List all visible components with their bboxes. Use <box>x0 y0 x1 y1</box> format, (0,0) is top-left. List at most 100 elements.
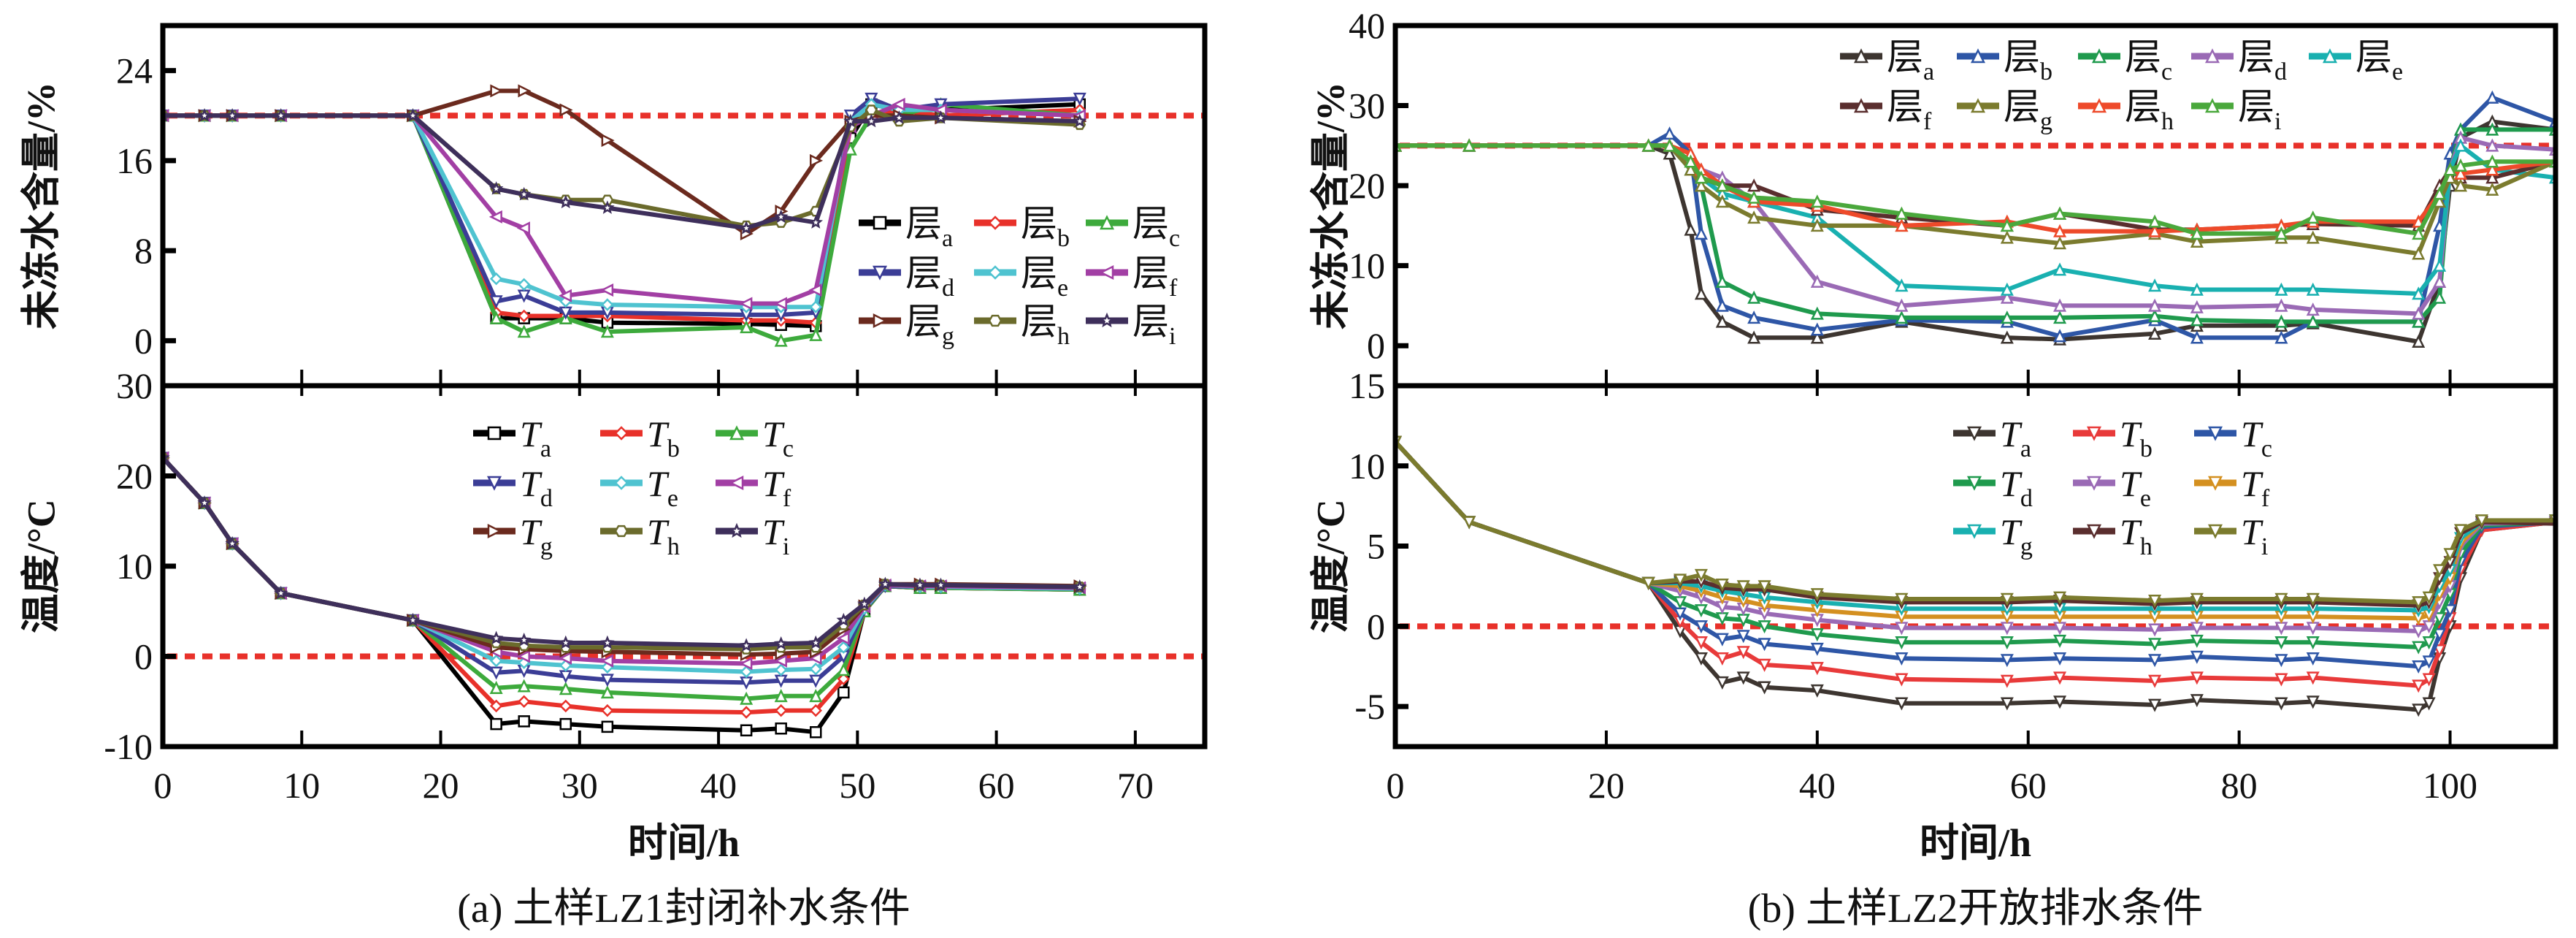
axes-frame <box>1392 383 2558 750</box>
data-point <box>913 577 927 592</box>
data-point <box>273 585 288 600</box>
data-point <box>2190 226 2204 240</box>
data-point <box>1810 628 1824 642</box>
data-point <box>2053 224 2067 237</box>
data-point <box>2053 652 2067 666</box>
data-point <box>2000 674 2014 688</box>
data-point <box>1463 516 1476 530</box>
y-tick-label: 30 <box>116 365 153 406</box>
legend-marker <box>487 426 502 441</box>
data-point <box>2433 564 2447 578</box>
legend-marker <box>2207 524 2223 539</box>
y-tick-label: 16 <box>116 140 153 181</box>
data-point <box>1757 658 1771 672</box>
data-point <box>2274 654 2288 668</box>
data-point <box>2306 592 2320 606</box>
legend-marker <box>2204 48 2220 64</box>
data-point <box>1694 604 1708 618</box>
data-point <box>2274 330 2288 344</box>
data-point <box>2000 282 2014 296</box>
data-point <box>2053 591 2067 605</box>
x-tick-label: 30 <box>561 765 598 806</box>
legend-subscript: g <box>2040 108 2052 135</box>
data-point <box>740 706 753 719</box>
data-point <box>1694 568 1708 582</box>
data-point <box>2190 634 2204 648</box>
data-point <box>2000 310 2014 324</box>
data-point <box>810 725 822 739</box>
data-point <box>601 720 614 733</box>
data-point <box>773 297 787 310</box>
data-point <box>2000 697 2014 711</box>
legend-label: 层f <box>1132 253 1178 302</box>
data-point <box>740 665 753 679</box>
data-point <box>1694 286 1708 300</box>
x-tick-label: 0 <box>154 765 172 806</box>
data-point <box>933 110 948 124</box>
y-tick-label: -10 <box>104 726 153 767</box>
data-point <box>739 657 753 671</box>
legend-item-b: 层b <box>1957 37 2052 85</box>
data-point <box>2412 596 2426 610</box>
data-point <box>2485 90 2499 104</box>
data-point <box>2433 644 2447 658</box>
legend-marker <box>729 475 744 491</box>
data-point <box>489 295 503 309</box>
plot-area <box>163 26 1205 386</box>
data-point <box>2422 673 2436 687</box>
y-tick-label: 8 <box>134 230 153 271</box>
data-point <box>1757 638 1771 652</box>
data-point <box>2485 138 2499 152</box>
legend-subscript: f <box>2261 485 2270 512</box>
legend-subscript: d <box>2274 58 2287 85</box>
legend-marker <box>2207 476 2223 491</box>
x-tick-label: 10 <box>283 765 320 806</box>
plot-area <box>163 386 1205 747</box>
legend-subscript: h <box>2161 108 2174 135</box>
data-point <box>601 194 614 206</box>
data-point <box>1641 138 1655 152</box>
series-i <box>1395 138 2556 240</box>
y-tick-label: 20 <box>116 456 153 497</box>
series-i <box>163 107 1087 234</box>
legend-item-f: 层f <box>1840 86 1932 135</box>
y-axis-label: 温度/°C <box>19 499 63 633</box>
data-point <box>600 283 614 297</box>
data-point <box>2412 226 2426 240</box>
data-point <box>2412 246 2426 260</box>
data-point <box>2000 636 2014 650</box>
y-tick-label: 20 <box>1349 165 1385 206</box>
legend-item-g: 层g <box>859 301 954 350</box>
x-tick-label: 20 <box>1588 765 1625 806</box>
data-point <box>2000 230 2014 244</box>
legend-subscript: b <box>667 435 680 462</box>
data-point <box>773 654 787 668</box>
data-point <box>1747 310 1761 324</box>
data-point <box>225 107 239 122</box>
data-point <box>2148 623 2162 637</box>
data-point <box>2148 638 2162 652</box>
data-point <box>489 310 503 324</box>
y-tick-label: 15 <box>1349 365 1385 406</box>
legend-subscript: i <box>1169 323 1176 350</box>
data-point <box>273 107 288 122</box>
data-point <box>490 717 502 731</box>
data-point <box>2453 138 2468 152</box>
data-point <box>1694 636 1708 650</box>
plot-area <box>1395 26 2556 386</box>
data-point <box>2422 697 2436 711</box>
data-point <box>2148 594 2162 608</box>
y-axis-label: 未冻水含量/% <box>1308 82 1352 329</box>
data-point <box>1715 676 1729 690</box>
legend-subscript: d <box>540 485 553 512</box>
data-point <box>1810 218 1824 232</box>
legend-marker <box>614 476 629 490</box>
legend-marker <box>1966 476 1982 491</box>
data-point <box>1715 633 1729 647</box>
data-point <box>933 577 948 592</box>
data-point <box>558 289 572 302</box>
data-point <box>2306 314 2320 328</box>
series-line <box>1395 143 2556 256</box>
series-i <box>163 450 1087 652</box>
